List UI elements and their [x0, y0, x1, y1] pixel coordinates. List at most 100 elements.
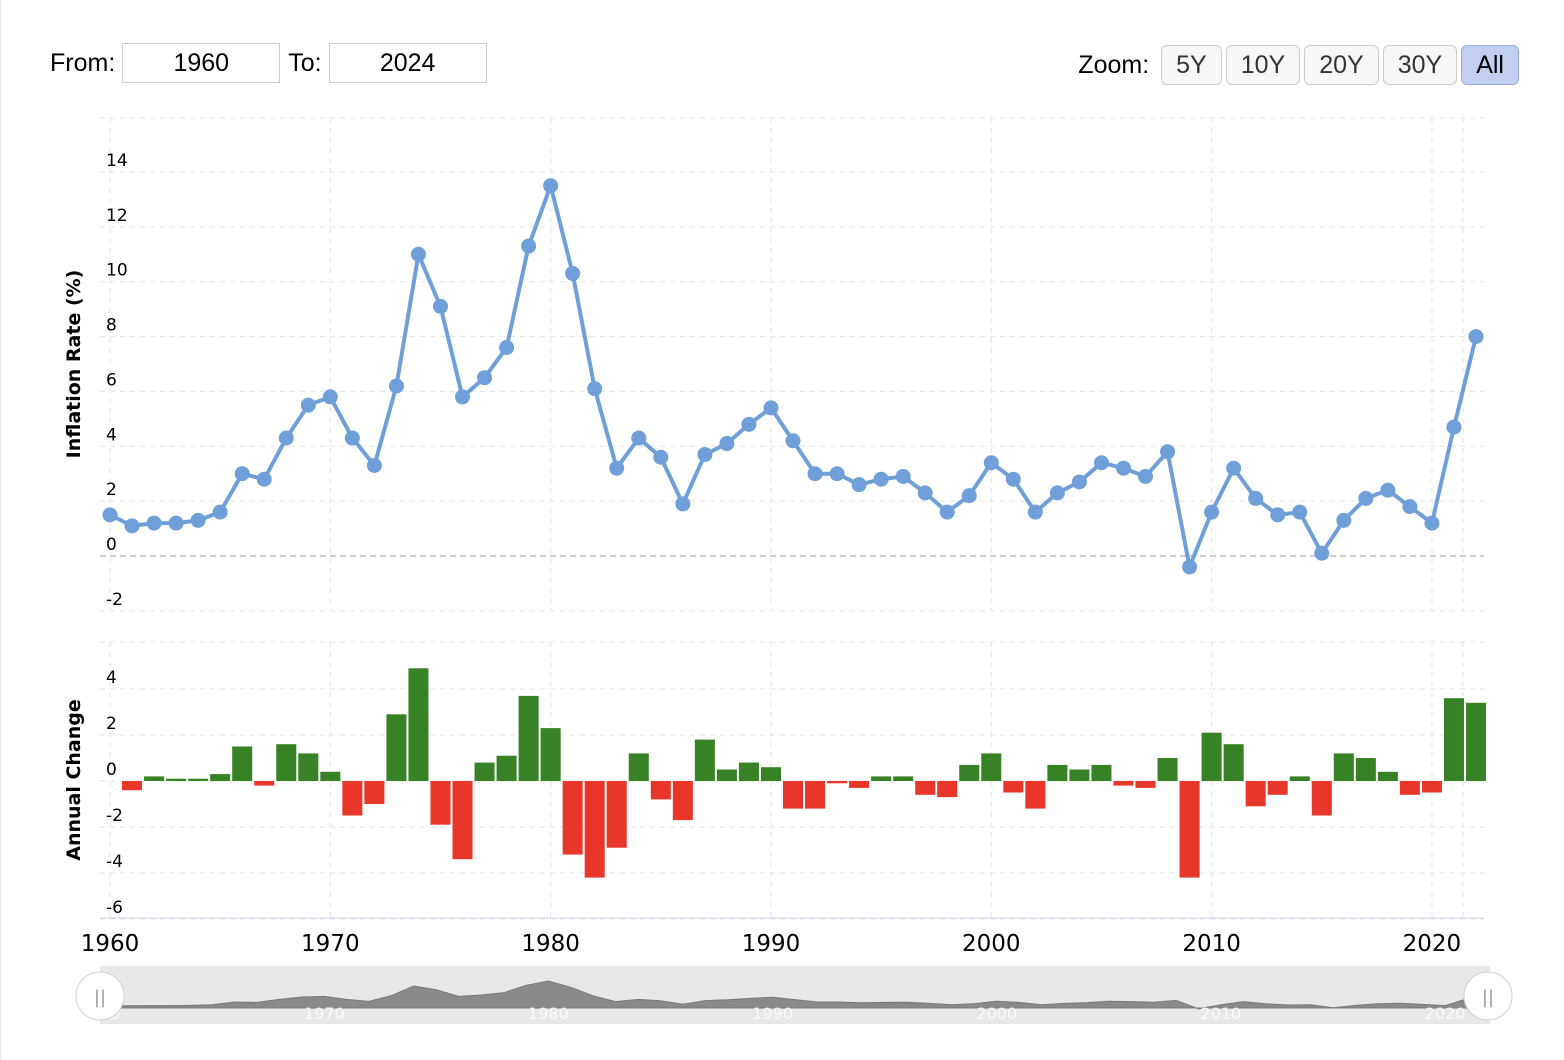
- data-point[interactable]: [366, 457, 382, 473]
- data-point[interactable]: [256, 471, 272, 487]
- bar[interactable]: [827, 781, 848, 784]
- bar[interactable]: [166, 778, 187, 781]
- zoom-5y-button[interactable]: 5Y: [1161, 45, 1222, 85]
- bar[interactable]: [694, 739, 715, 781]
- data-point[interactable]: [1402, 499, 1418, 515]
- data-point[interactable]: [521, 238, 537, 254]
- data-point[interactable]: [1027, 504, 1043, 520]
- navigator-handle-right[interactable]: ||: [1463, 971, 1513, 1021]
- data-point[interactable]: [983, 455, 999, 471]
- data-point[interactable]: [388, 378, 404, 394]
- bar[interactable]: [1201, 732, 1222, 781]
- bar[interactable]: [606, 781, 627, 848]
- from-input[interactable]: 1960: [122, 43, 281, 83]
- bar[interactable]: [1245, 781, 1266, 807]
- bar[interactable]: [1091, 764, 1112, 781]
- data-point[interactable]: [829, 466, 845, 482]
- bar[interactable]: [474, 762, 495, 781]
- data-point[interactable]: [432, 298, 448, 314]
- zoom-30y-button[interactable]: 30Y: [1382, 45, 1458, 85]
- data-point[interactable]: [785, 433, 801, 449]
- data-point[interactable]: [917, 485, 933, 501]
- bar[interactable]: [496, 755, 517, 781]
- bar[interactable]: [188, 778, 209, 781]
- bar[interactable]: [915, 781, 936, 795]
- bar[interactable]: [364, 781, 385, 804]
- data-point[interactable]: [168, 515, 184, 531]
- data-point[interactable]: [190, 512, 206, 528]
- zoom-20y-button[interactable]: 20Y: [1304, 45, 1379, 85]
- bar[interactable]: [430, 781, 451, 825]
- data-point[interactable]: [455, 389, 471, 405]
- data-point[interactable]: [675, 496, 691, 512]
- bar[interactable]: [1333, 753, 1354, 781]
- bar[interactable]: [452, 781, 473, 860]
- data-point[interactable]: [212, 504, 228, 520]
- data-point[interactable]: [719, 436, 735, 452]
- data-point[interactable]: [1226, 460, 1242, 476]
- data-point[interactable]: [124, 518, 140, 534]
- bar[interactable]: [1377, 771, 1398, 781]
- bar[interactable]: [871, 776, 892, 781]
- bar[interactable]: [716, 769, 737, 782]
- data-point[interactable]: [146, 515, 162, 531]
- bar[interactable]: [760, 767, 781, 781]
- bar[interactable]: [298, 753, 319, 781]
- bar[interactable]: [210, 774, 231, 781]
- bar[interactable]: [408, 668, 429, 781]
- data-point[interactable]: [939, 504, 955, 520]
- bar[interactable]: [1069, 769, 1090, 782]
- data-point[interactable]: [278, 430, 294, 446]
- bar[interactable]: [1355, 758, 1376, 781]
- data-point[interactable]: [543, 178, 559, 194]
- data-point[interactable]: [102, 507, 118, 523]
- data-point[interactable]: [1292, 504, 1308, 520]
- bar[interactable]: [1003, 781, 1024, 793]
- data-point[interactable]: [1314, 545, 1330, 561]
- bar[interactable]: [144, 776, 165, 781]
- data-point[interactable]: [1424, 515, 1440, 531]
- handle-knob[interactable]: [1463, 971, 1513, 1021]
- data-point[interactable]: [300, 397, 316, 413]
- bar[interactable]: [849, 781, 870, 788]
- data-point[interactable]: [410, 246, 426, 262]
- data-point[interactable]: [322, 389, 338, 405]
- data-point[interactable]: [1093, 455, 1109, 471]
- data-point[interactable]: [807, 466, 823, 482]
- data-point[interactable]: [1336, 512, 1352, 528]
- navigator-handle-left[interactable]: ||: [75, 971, 125, 1021]
- bar[interactable]: [562, 781, 583, 855]
- zoom-10y-button[interactable]: 10Y: [1225, 45, 1301, 85]
- data-point[interactable]: [344, 430, 360, 446]
- bar[interactable]: [1113, 781, 1134, 786]
- data-point[interactable]: [961, 488, 977, 504]
- bar[interactable]: [232, 746, 253, 782]
- data-point[interactable]: [1182, 559, 1198, 575]
- bar[interactable]: [1157, 758, 1178, 781]
- bar[interactable]: [320, 771, 341, 781]
- bar[interactable]: [1421, 781, 1442, 793]
- data-point[interactable]: [1071, 474, 1087, 490]
- bar[interactable]: [254, 781, 275, 786]
- bar[interactable]: [1289, 776, 1310, 781]
- bar[interactable]: [893, 776, 914, 781]
- data-point[interactable]: [1005, 471, 1021, 487]
- bar[interactable]: [959, 764, 980, 781]
- bar[interactable]: [122, 781, 143, 791]
- data-point[interactable]: [1248, 490, 1264, 506]
- data-point[interactable]: [609, 460, 625, 476]
- bar[interactable]: [672, 781, 693, 821]
- data-point[interactable]: [499, 340, 515, 356]
- bar[interactable]: [1443, 698, 1464, 781]
- data-point[interactable]: [1138, 468, 1154, 484]
- data-point[interactable]: [1270, 507, 1286, 523]
- bar[interactable]: [937, 781, 958, 798]
- bar[interactable]: [1223, 744, 1244, 781]
- data-point[interactable]: [697, 447, 713, 463]
- bar[interactable]: [981, 753, 1002, 781]
- data-point[interactable]: [851, 477, 867, 493]
- handle-knob[interactable]: [75, 971, 125, 1021]
- bar[interactable]: [276, 744, 297, 781]
- data-point[interactable]: [565, 265, 581, 281]
- data-point[interactable]: [741, 416, 757, 432]
